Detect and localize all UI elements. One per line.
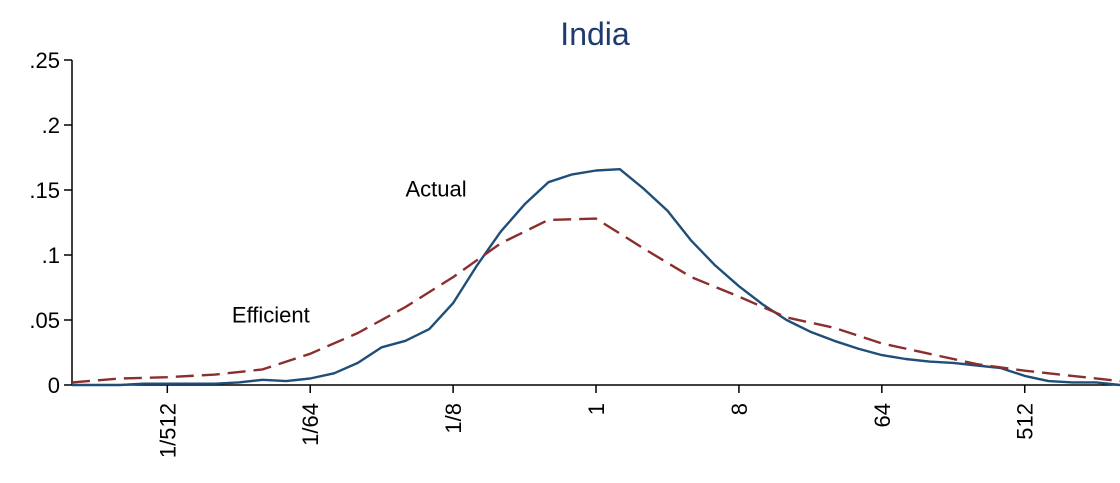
- x-tick-label: 1: [584, 403, 609, 415]
- x-tick-label: 64: [870, 403, 895, 427]
- y-tick-label: .2: [42, 113, 60, 138]
- x-tick-label: 512: [1013, 403, 1038, 440]
- annotation-label: Actual: [405, 177, 466, 202]
- y-tick-label: .1: [42, 243, 60, 268]
- x-axis-ticks: 1/512 1/64 1/8 1 8 64 512: [155, 385, 1038, 458]
- x-tick-label: 1/8: [441, 403, 466, 434]
- series-line-efficient: [71, 217, 1120, 384]
- annotations: Actual Efficient: [232, 177, 467, 328]
- y-axis-ticks: 0 .05 .1 .15 .2 .25: [29, 48, 72, 398]
- x-tick-label: 1/512: [155, 403, 180, 458]
- y-tick-label: 0: [48, 373, 60, 398]
- x-tick-label: 8: [727, 403, 752, 415]
- annotation-label: Efficient: [232, 303, 310, 328]
- series-layer: [71, 168, 1120, 387]
- chart-title: India: [560, 16, 630, 52]
- x-tick-label: 1/64: [298, 403, 323, 446]
- y-tick-label: .15: [29, 178, 60, 203]
- series-line-actual: [72, 168, 1120, 387]
- y-tick-label: .05: [29, 308, 60, 333]
- y-tick-label: .25: [29, 48, 60, 73]
